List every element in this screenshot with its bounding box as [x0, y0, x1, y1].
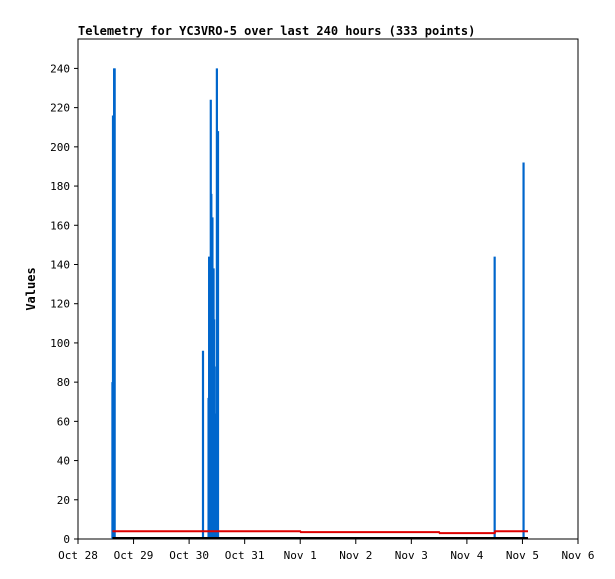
- x-tick-label: Nov 3: [395, 549, 428, 562]
- x-tick-label: Nov 2: [339, 549, 372, 562]
- y-tick-label: 180: [50, 180, 70, 193]
- x-tick-label: Nov 4: [450, 549, 483, 562]
- y-tick-label: 240: [50, 62, 70, 75]
- y-tick-label: 20: [57, 494, 70, 507]
- x-tick-label: Nov 1: [284, 549, 317, 562]
- y-tick-label: 0: [63, 533, 70, 546]
- y-tick-label: 140: [50, 258, 70, 271]
- x-tick-label: Oct 30: [169, 549, 209, 562]
- y-tick-label: 120: [50, 298, 70, 311]
- y-tick-label: 160: [50, 219, 70, 232]
- y-tick-label: 220: [50, 102, 70, 115]
- series-layer: [111, 68, 528, 539]
- x-axis-ticks: Oct 28 Oct 29 Oct 30 Oct 31 Nov 1 Nov 2 Nov 3 N…: [58, 539, 595, 562]
- y-tick-label: 60: [57, 415, 70, 428]
- y-tick-label: 80: [57, 376, 70, 389]
- x-tick-label: Oct 31: [225, 549, 265, 562]
- series-line-1: [112, 530, 528, 535]
- x-tick-label: Nov 5: [506, 549, 539, 562]
- x-tick-label: Oct 29: [114, 549, 154, 562]
- y-axis-label: Values: [24, 267, 38, 310]
- plot-area: [77, 38, 579, 540]
- y-axis-ticks: 0 20 40 60 80 100 120 140 160 180 200 220 240: [50, 62, 78, 546]
- chart-title: Telemetry for YC3VRO-5 over last 240 hou…: [78, 24, 475, 38]
- y-tick-label: 40: [57, 455, 70, 468]
- y-tick-label: 100: [50, 337, 70, 350]
- x-tick-label: Oct 28: [58, 549, 98, 562]
- y-tick-label: 200: [50, 141, 70, 154]
- x-tick-label: Nov 6: [561, 549, 594, 562]
